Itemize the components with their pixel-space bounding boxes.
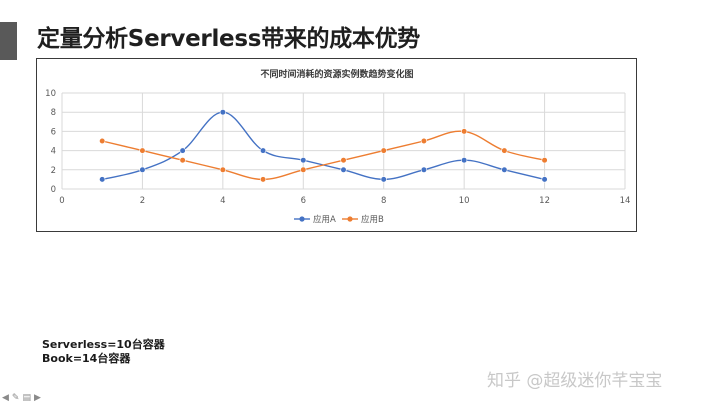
chart-series: [99, 109, 548, 183]
prev-arrow-icon[interactable]: ◀: [2, 393, 9, 403]
data-point: [219, 166, 226, 173]
data-point: [300, 157, 307, 164]
pen-icon[interactable]: ✎: [11, 393, 20, 403]
series-line: [102, 130, 545, 181]
data-point: [139, 166, 146, 173]
data-point: [179, 157, 186, 164]
data-point: [501, 147, 508, 154]
data-point: [420, 166, 428, 173]
x-axis-ticks: 0 2 4 6 8 10 12 14: [59, 196, 630, 206]
x-tick-label: 2: [140, 196, 145, 206]
legend-label: 应用A: [313, 214, 336, 225]
x-tick-label: 10: [459, 196, 470, 206]
data-point: [541, 157, 548, 164]
watermark: 知乎 @超级迷你芊宝宝: [487, 371, 663, 391]
series-b: [99, 128, 548, 183]
y-axis-ticks: 0 2 4 6 8 10: [45, 89, 56, 195]
data-point: [501, 166, 508, 173]
container-count-notes: Serverless=10台容器 Book=14台容器: [42, 338, 165, 366]
line-chart: 不同时间消耗的资源实例数趋势变化图 0 2 4 6 8 10 0 2 4 6 8 10 12 14 应用…: [45, 68, 630, 225]
data-point: [461, 128, 468, 135]
chart-legend: 应用A 应用B: [294, 214, 384, 225]
data-point: [380, 147, 387, 154]
data-point: [461, 157, 468, 164]
data-point: [340, 157, 347, 164]
data-point: [259, 176, 267, 183]
note-line-serverless: Serverless=10台容器: [42, 338, 165, 351]
data-point: [179, 147, 186, 154]
next-arrow-icon[interactable]: ▶: [33, 393, 41, 403]
menu-icon[interactable]: ▤: [22, 393, 31, 403]
x-tick-label: 14: [620, 196, 631, 206]
x-tick-label: 6: [301, 196, 306, 206]
data-point: [139, 147, 146, 154]
series-a: [99, 109, 548, 183]
data-point: [99, 137, 106, 145]
x-tick-label: 0: [59, 196, 64, 206]
data-point: [300, 166, 307, 173]
x-tick-label: 12: [539, 196, 550, 206]
chart-container: 不同时间消耗的资源实例数趋势变化图 0 2 4 6 8 10 0 2 4 6 8 10 12 14 应用…: [36, 58, 637, 232]
y-tick-label: 4: [51, 147, 56, 157]
title-accent-bar: [0, 22, 17, 60]
y-tick-label: 10: [45, 89, 56, 99]
y-tick-label: 0: [51, 185, 56, 195]
y-tick-label: 6: [51, 127, 56, 137]
x-tick-label: 4: [220, 196, 225, 206]
note-line-book: Book=14台容器: [42, 352, 131, 365]
y-tick-label: 2: [51, 166, 56, 176]
legend-swatch-marker: [347, 216, 353, 222]
chart-grid: [61, 92, 626, 190]
x-tick-label: 8: [381, 196, 386, 206]
slideshow-controls: ◀ ✎ ▤ ▶: [2, 393, 41, 403]
slide-title: 定量分析Serverless带来的成本优势: [37, 26, 421, 52]
legend-label: 应用B: [361, 214, 384, 225]
data-point: [219, 109, 226, 116]
legend-swatch-marker: [299, 216, 305, 222]
chart-title: 不同时间消耗的资源实例数趋势变化图: [260, 68, 413, 80]
data-point: [541, 176, 548, 183]
data-point: [99, 176, 106, 183]
data-point: [420, 137, 428, 145]
data-point: [340, 166, 347, 173]
data-point: [259, 147, 267, 154]
data-point: [380, 176, 387, 183]
y-tick-label: 8: [51, 108, 56, 118]
